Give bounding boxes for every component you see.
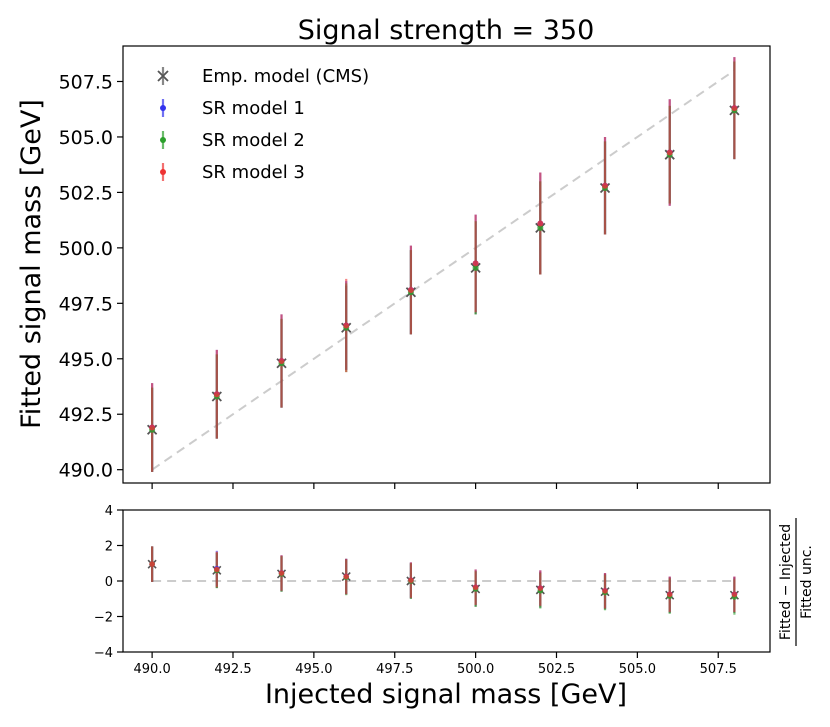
x-tick-label-6: 502.5 bbox=[538, 662, 575, 677]
legend-marker-1 bbox=[157, 70, 169, 82]
marker-residual-series-4-point-7 bbox=[537, 585, 544, 591]
legend-label-1: Emp. model (CMS) bbox=[202, 66, 369, 87]
marker-main-series-4-point-5 bbox=[407, 287, 414, 294]
x-tick-label-2: 492.5 bbox=[214, 662, 251, 677]
marker-main-series-4-point-8 bbox=[602, 182, 609, 189]
residual-y-tick-label-3: 0 bbox=[105, 575, 113, 590]
reference-line-main bbox=[151, 69, 735, 471]
x-axis-label: Injected signal mass [GeV] bbox=[265, 679, 627, 710]
x-tick-label-1: 490.0 bbox=[134, 662, 171, 677]
y-axis-label: Fitted signal mass [GeV] bbox=[16, 99, 47, 429]
residual-y-axis-label: Fitted − Injected Fitted unc. bbox=[778, 518, 815, 646]
residual-y-tick-label-5: 4 bbox=[105, 504, 113, 519]
residual-y-tick-label-4: 2 bbox=[105, 540, 113, 555]
main-y-tick-label-4: 497.5 bbox=[59, 293, 113, 315]
marker-residual-series-4-point-9 bbox=[666, 591, 673, 598]
main-plot-frame bbox=[122, 45, 771, 484]
marker-residual-series-4-point-1 bbox=[149, 561, 155, 567]
main-y-tick-label-7: 505.0 bbox=[59, 127, 113, 149]
marker-residual-series-4-point-6 bbox=[472, 584, 479, 591]
main-y-tick-label-6: 502.5 bbox=[59, 182, 113, 204]
residual-y-tick-label-2: −2 bbox=[94, 611, 113, 626]
marker-main-series-4-point-10 bbox=[731, 105, 738, 112]
marker-residual-series-4-point-2 bbox=[214, 566, 220, 573]
main-y-tick-label-3: 495.0 bbox=[59, 349, 113, 371]
x-tick-label-3: 495.0 bbox=[295, 662, 332, 677]
x-tick-label-7: 505.0 bbox=[619, 662, 656, 677]
legend-marker-4 bbox=[160, 169, 166, 175]
marker-main-series-4-point-1 bbox=[149, 424, 156, 431]
legend-label-3: SR model 2 bbox=[202, 130, 305, 151]
marker-residual-series-4-point-3 bbox=[278, 570, 285, 576]
legend: Emp. model (CMS) SR model 1 SR model 2 SR m… bbox=[157, 66, 369, 183]
marker-residual-series-4-point-10 bbox=[731, 591, 738, 598]
residual-ylabel-numerator: Fitted − Injected bbox=[778, 524, 794, 640]
main-y-tick-label-2: 492.5 bbox=[59, 404, 113, 426]
legend-marker-3 bbox=[160, 137, 166, 143]
marker-main-series-3-point-6 bbox=[472, 264, 479, 271]
main-panel: 490.0 492.5 495.0 497.5 500.0 502.5 505.0 507.5 bbox=[59, 45, 771, 489]
residual-y-tick-label-1: −4 bbox=[94, 646, 113, 661]
marker-main-series-3-point-7 bbox=[537, 224, 544, 231]
marker-main-series-4-point-7 bbox=[537, 220, 544, 227]
marker-residual-series-4-point-5 bbox=[408, 577, 414, 583]
marker-main-series-4-point-9 bbox=[666, 149, 673, 156]
main-y-tick-label-1: 490.0 bbox=[59, 460, 113, 482]
residual-panel: −4 −2 0 2 4 490.0 492.5 495.0 497.5 500.0 502.5 505… bbox=[94, 504, 771, 677]
residual-ylabel-denominator: Fitted unc. bbox=[799, 545, 815, 619]
x-tick-label-5: 500.0 bbox=[457, 662, 494, 677]
x-tick-label-4: 497.5 bbox=[376, 662, 413, 677]
marker-main-series-4-point-6 bbox=[472, 260, 479, 267]
main-y-tick-label-8: 507.5 bbox=[59, 71, 113, 93]
main-y-tick-label-5: 500.0 bbox=[59, 238, 113, 260]
legend-label-4: SR model 3 bbox=[202, 162, 305, 183]
marker-main-series-4-point-2 bbox=[213, 391, 220, 398]
marker-residual-series-4-point-4 bbox=[343, 573, 350, 580]
marker-residual-series-4-point-8 bbox=[602, 587, 608, 594]
legend-label-2: SR model 1 bbox=[202, 98, 305, 119]
marker-main-series-4-point-4 bbox=[343, 322, 350, 329]
legend-marker-2 bbox=[160, 105, 166, 111]
x-tick-label-8: 507.5 bbox=[700, 662, 737, 677]
marker-main-series-4-point-3 bbox=[278, 357, 285, 364]
chart-title: Signal strength = 350 bbox=[298, 15, 595, 46]
